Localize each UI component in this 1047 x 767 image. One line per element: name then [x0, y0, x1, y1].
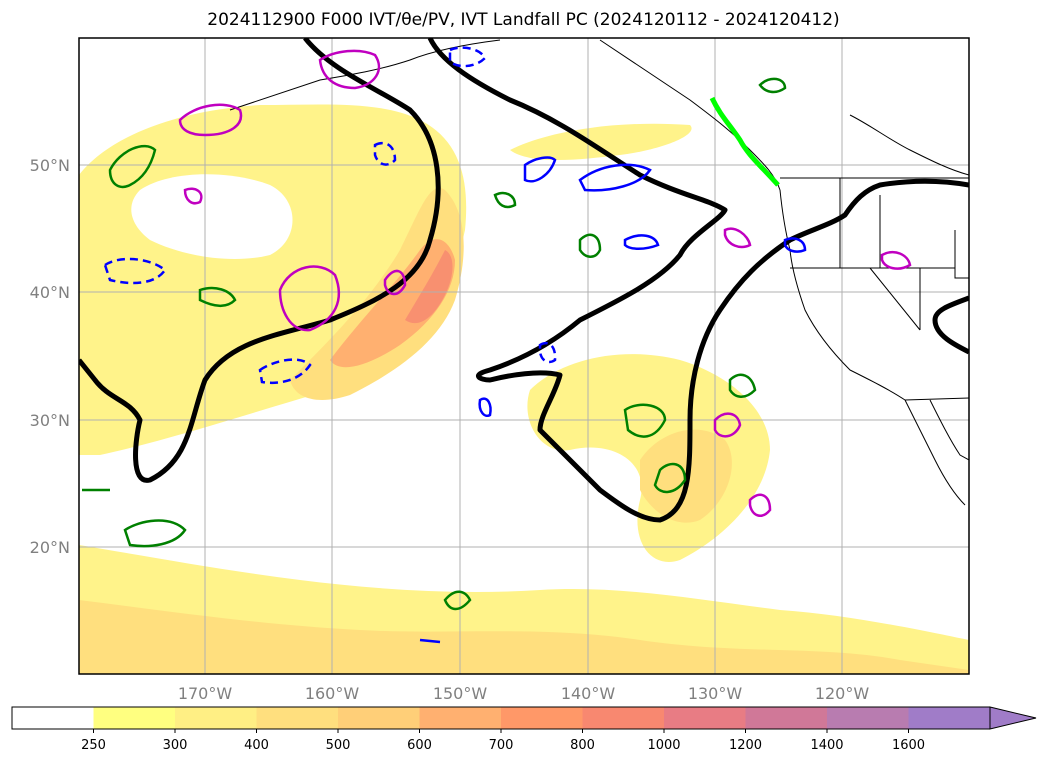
colorbar-segment: [175, 707, 257, 729]
pv-green-contour: [758, 77, 787, 94]
ivt-white-hole: [131, 174, 293, 260]
pv-magenta-contour: [713, 412, 742, 438]
pv-magenta-contour: [178, 103, 243, 137]
colorbar-tick-label: 500: [326, 738, 351, 753]
lon-label-150w: 150°W: [433, 684, 488, 703]
latitude-labels: 50°N 40°N 30°N 20°N: [30, 156, 70, 557]
colorbar-tick-label: 1400: [810, 738, 843, 753]
pv-blue-contour: [623, 234, 660, 250]
pv-magenta-contour: [880, 250, 912, 270]
state-borders: [790, 178, 969, 331]
lat-label-20n: 20°N: [30, 538, 70, 557]
lon-label-130w: 130°W: [688, 684, 743, 703]
pv-green-contour: [123, 519, 187, 548]
mexico-mainland-coast: [929, 399, 969, 461]
pv-green-contour: [623, 403, 667, 438]
pv-blue-contour-dashed: [258, 358, 312, 384]
colorbar-tick-label: 1600: [892, 738, 925, 753]
pv-magenta-contour: [318, 49, 381, 90]
us-mexico-border: [904, 397, 969, 401]
colorbar-segment: [582, 707, 665, 729]
pv-green-contour: [443, 590, 472, 611]
pv-green-contour: [493, 191, 517, 209]
ivt-northeast-filament: [510, 123, 692, 160]
ivt-band-mid: [290, 188, 464, 400]
pv-green-contour: [653, 462, 687, 494]
colorbar-segment: [12, 707, 94, 729]
baja-california: [904, 399, 966, 506]
sierra-interior: [849, 114, 969, 176]
colorbar-segment: [501, 707, 583, 729]
alaska-coast: [229, 39, 501, 111]
longitude-labels: 170°W 160°W 150°W 140°W 130°W 120°W: [178, 684, 870, 703]
colorbar-tick-label: 600: [407, 738, 432, 753]
colorbar-segment: [827, 707, 909, 729]
lon-label-170w: 170°W: [178, 684, 233, 703]
lat-label-40n: 40°N: [30, 283, 70, 302]
colorbar-segment: [908, 707, 991, 729]
ivt-band-peak: [405, 250, 453, 324]
coastlines: [229, 39, 969, 506]
pv-green-contour: [578, 233, 602, 258]
pv-blue-contour: [419, 638, 441, 644]
colorbar-segment: [256, 707, 339, 729]
pv-blue-contour: [578, 163, 652, 192]
pv-contours-magenta: [178, 49, 912, 517]
colorbar-segment: [664, 707, 746, 729]
map-title: 2024112900 F000 IVT/θe/PV, IVT Landfall …: [207, 10, 840, 30]
theta-e-eastern-loop: [427, 38, 969, 523]
pv-contours-green: [82, 77, 787, 611]
lon-label-120w: 120°W: [815, 684, 870, 703]
pv-magenta-contour: [723, 227, 752, 249]
pv-magenta-contour: [183, 187, 203, 205]
bc-coast: [599, 39, 781, 191]
pv-magenta-contour: [278, 265, 341, 332]
colorbar-tick-label: 800: [570, 738, 595, 753]
pv-green-contour: [108, 144, 157, 189]
ivt-band-high: [330, 239, 455, 368]
pv-blue-contour-dashed: [373, 141, 397, 166]
theta-e-southwest-us: [932, 295, 969, 355]
pv-blue-contour-dashed: [448, 46, 487, 68]
map-frame: [78, 37, 970, 675]
lon-label-140w: 140°W: [561, 684, 616, 703]
colorbar-extend-arrow: [989, 706, 1037, 730]
pv-blue-contour: [783, 237, 807, 253]
colorbar-tick-label: 400: [244, 738, 269, 753]
us-west-coast: [779, 189, 906, 401]
colorbar-segment: [419, 707, 502, 729]
map-area: [79, 38, 969, 674]
pv-magenta-contour: [748, 493, 772, 517]
ivt-southern-mid: [79, 600, 969, 674]
colorbar-tick-label: 1200: [729, 738, 762, 753]
colorbar-tick-label: 700: [489, 738, 514, 753]
colorbar-tick-label: 1000: [647, 738, 680, 753]
pv-blue-contour-dashed: [538, 341, 557, 364]
lon-label-160w: 160°W: [305, 684, 360, 703]
colorbar-segment: [338, 707, 420, 729]
theta-e-western-loop: [79, 38, 441, 483]
pv-green-contour: [198, 286, 237, 307]
ivt-colorbar: 250 300 400 500 600 700 800 1000 1200 1400 1600: [11, 706, 1037, 753]
pv-green-contour: [728, 373, 757, 398]
colorbar-tick-label: 250: [81, 738, 106, 753]
pv-blue-contour-dashed: [103, 257, 167, 285]
pv-magenta-contour: [383, 269, 407, 296]
colorbar-segment: [745, 707, 828, 729]
lat-label-30n: 30°N: [30, 411, 70, 430]
colorbar-tick-label: 300: [163, 738, 188, 753]
theta-e-contour: [79, 38, 969, 523]
lat-label-50n: 50°N: [30, 156, 70, 175]
pv-blue-contour: [478, 397, 492, 417]
colorbar-segment: [93, 707, 176, 729]
ivt-landfall-segment: [709, 96, 780, 187]
pv-contours-blue: [103, 46, 807, 644]
pv-blue-contour: [523, 156, 557, 183]
